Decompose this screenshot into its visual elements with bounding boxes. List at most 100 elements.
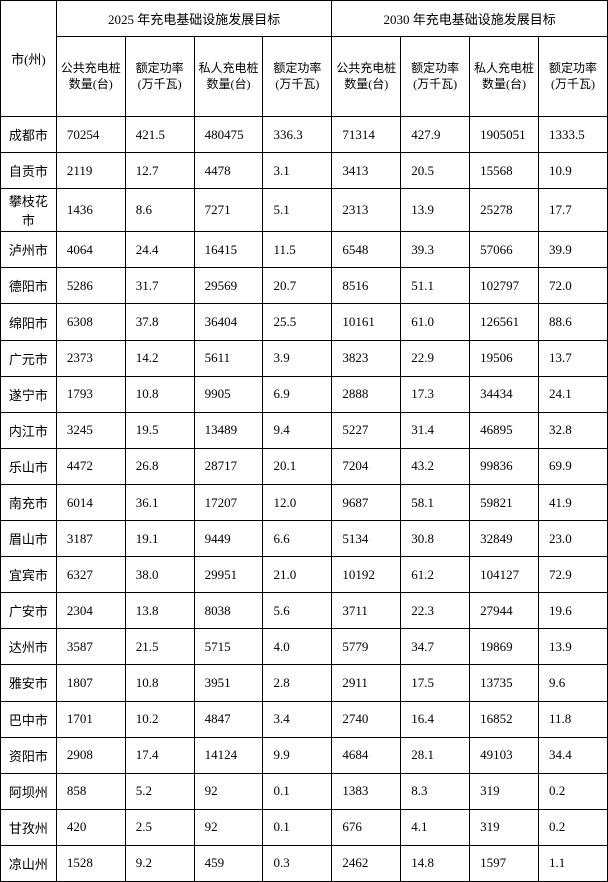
value-cell: 5286 [56, 268, 125, 304]
value-cell: 10.8 [125, 665, 194, 701]
value-cell: 858 [56, 773, 125, 809]
table-row: 阿坝州8585.2920.113838.33190.2 [1, 773, 608, 809]
sub-header-cell: 私人充电桩数量(台) [194, 37, 263, 117]
value-cell: 46895 [470, 412, 539, 448]
city-cell: 宜宾市 [1, 557, 57, 593]
value-cell: 22.3 [401, 593, 470, 629]
value-cell: 9.4 [263, 412, 332, 448]
value-cell: 3711 [332, 593, 401, 629]
value-cell: 14124 [194, 737, 263, 773]
value-cell: 27944 [470, 593, 539, 629]
table-row: 绵阳市630837.83640425.51016161.012656188.6 [1, 304, 608, 340]
value-cell: 19.5 [125, 412, 194, 448]
value-cell: 20.1 [263, 448, 332, 484]
city-cell: 阿坝州 [1, 773, 57, 809]
value-cell: 6327 [56, 557, 125, 593]
value-cell: 1807 [56, 665, 125, 701]
value-cell: 19.6 [539, 593, 608, 629]
value-cell: 319 [470, 773, 539, 809]
row-header-city: 市(州) [1, 1, 57, 117]
city-cell: 成都市 [1, 117, 57, 153]
value-cell: 14.2 [125, 340, 194, 376]
value-cell: 17.7 [539, 189, 608, 232]
value-cell: 0.2 [539, 809, 608, 845]
value-cell: 1905051 [470, 117, 539, 153]
table-row: 达州市358721.557154.0577934.71986913.9 [1, 629, 608, 665]
value-cell: 10.9 [539, 153, 608, 189]
table-row: 广安市230413.880385.6371122.32794419.6 [1, 593, 608, 629]
value-cell: 4472 [56, 448, 125, 484]
city-cell: 遂宁市 [1, 376, 57, 412]
table-row: 内江市324519.5134899.4522731.44689532.8 [1, 412, 608, 448]
table-row: 泸州市406424.41641511.5654839.35706639.9 [1, 232, 608, 268]
value-cell: 41.9 [539, 484, 608, 520]
value-cell: 0.2 [539, 773, 608, 809]
value-cell: 3245 [56, 412, 125, 448]
table-row: 广元市237314.256113.9382322.91950613.7 [1, 340, 608, 376]
value-cell: 6014 [56, 484, 125, 520]
table-row: 宜宾市632738.02995121.01019261.210412772.9 [1, 557, 608, 593]
value-cell: 25278 [470, 189, 539, 232]
value-cell: 92 [194, 809, 263, 845]
table-row: 资阳市290817.4141249.9468428.14910334.4 [1, 737, 608, 773]
sub-header-row: 公共充电桩数量(台)额定功率(万千瓦)私人充电桩数量(台)额定功率(万千瓦)公共… [1, 37, 608, 117]
sub-header-cell: 公共充电桩数量(台) [332, 37, 401, 117]
city-cell: 绵阳市 [1, 304, 57, 340]
value-cell: 58.1 [401, 484, 470, 520]
value-cell: 9.9 [263, 737, 332, 773]
value-cell: 19869 [470, 629, 539, 665]
value-cell: 61.0 [401, 304, 470, 340]
value-cell: 2740 [332, 701, 401, 737]
value-cell: 5227 [332, 412, 401, 448]
value-cell: 6548 [332, 232, 401, 268]
value-cell: 2911 [332, 665, 401, 701]
value-cell: 13735 [470, 665, 539, 701]
value-cell: 16.4 [401, 701, 470, 737]
value-cell: 71314 [332, 117, 401, 153]
value-cell: 2.5 [125, 809, 194, 845]
value-cell: 3951 [194, 665, 263, 701]
value-cell: 4064 [56, 232, 125, 268]
value-cell: 2313 [332, 189, 401, 232]
table-row: 甘孜州4202.5920.16764.13190.2 [1, 809, 608, 845]
value-cell: 5134 [332, 521, 401, 557]
value-cell: 5715 [194, 629, 263, 665]
value-cell: 38.0 [125, 557, 194, 593]
value-cell: 6.9 [263, 376, 332, 412]
table-header: 市(州) 2025 年充电基础设施发展目标 2030 年充电基础设施发展目标 公… [1, 1, 608, 117]
table-body: 成都市70254421.5480475336.371314427.9190505… [1, 117, 608, 882]
value-cell: 9.6 [539, 665, 608, 701]
value-cell: 1793 [56, 376, 125, 412]
value-cell: 427.9 [401, 117, 470, 153]
value-cell: 11.5 [263, 232, 332, 268]
value-cell: 30.8 [401, 521, 470, 557]
group-header-2025: 2025 年充电基础设施发展目标 [56, 1, 332, 37]
table-row: 攀枝花市14368.672715.1231313.92527817.7 [1, 189, 608, 232]
city-cell: 达州市 [1, 629, 57, 665]
value-cell: 34.7 [401, 629, 470, 665]
value-cell: 676 [332, 809, 401, 845]
value-cell: 24.4 [125, 232, 194, 268]
value-cell: 4847 [194, 701, 263, 737]
value-cell: 2119 [56, 153, 125, 189]
value-cell: 57066 [470, 232, 539, 268]
value-cell: 4684 [332, 737, 401, 773]
value-cell: 10161 [332, 304, 401, 340]
value-cell: 43.2 [401, 448, 470, 484]
value-cell: 3823 [332, 340, 401, 376]
value-cell: 1383 [332, 773, 401, 809]
city-cell: 广安市 [1, 593, 57, 629]
value-cell: 36.1 [125, 484, 194, 520]
table-row: 德阳市528631.72956920.7851651.110279772.0 [1, 268, 608, 304]
value-cell: 36404 [194, 304, 263, 340]
value-cell: 13.8 [125, 593, 194, 629]
value-cell: 23.0 [539, 521, 608, 557]
city-cell: 泸州市 [1, 232, 57, 268]
value-cell: 480475 [194, 117, 263, 153]
value-cell: 3.1 [263, 153, 332, 189]
value-cell: 72.9 [539, 557, 608, 593]
value-cell: 2373 [56, 340, 125, 376]
value-cell: 20.7 [263, 268, 332, 304]
table-row: 遂宁市179310.899056.9288817.33443424.1 [1, 376, 608, 412]
city-cell: 乐山市 [1, 448, 57, 484]
